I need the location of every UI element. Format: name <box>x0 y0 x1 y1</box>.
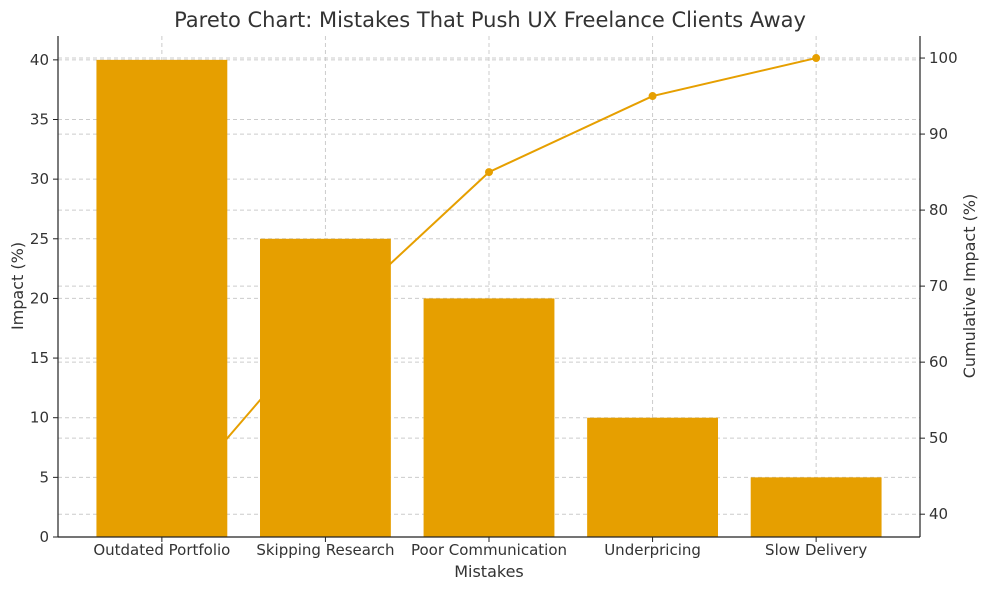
bar <box>750 477 882 537</box>
y-tick-label: 10 <box>30 409 49 427</box>
x-tick-label: Poor Communication <box>411 541 567 559</box>
y-tick-label: 30 <box>30 170 49 188</box>
y2-tick-label: 70 <box>929 277 948 295</box>
bar <box>96 59 228 537</box>
y2-tick-label: 40 <box>929 505 948 523</box>
y2-tick-label: 60 <box>929 353 948 371</box>
cumulative-point <box>485 168 493 177</box>
y2-axis-label: Cumulative Impact (%) <box>960 194 979 379</box>
y-tick-label: 35 <box>30 111 49 129</box>
x-tick-label: Slow Delivery <box>765 541 867 559</box>
x-axis-label: Mistakes <box>454 562 524 581</box>
y-axis-label: Impact (%) <box>8 242 27 330</box>
bar <box>260 238 391 538</box>
y2-tick-label: 50 <box>929 429 948 447</box>
cumulative-point <box>812 54 821 63</box>
axes: 0 5 10 15 20 25 30 35 40 40 50 60 70 80 90 100 Outdated … <box>30 36 958 559</box>
y-tick-label: 5 <box>39 468 49 486</box>
y2-tick-label: 100 <box>929 49 958 67</box>
bar <box>423 298 555 537</box>
y-tick-label: 25 <box>30 230 49 248</box>
y2-tick-label: 90 <box>929 125 948 143</box>
x-tick-label: Underpricing <box>604 541 701 559</box>
y2-tick-label: 80 <box>929 201 948 219</box>
y-tick-label: 40 <box>30 51 49 69</box>
bar-series <box>96 59 882 538</box>
bar <box>587 417 718 537</box>
y-tick-label: 15 <box>30 349 49 367</box>
cumulative-point <box>648 92 657 101</box>
y-tick-label: 0 <box>39 528 49 546</box>
x-tick-label: Skipping Research <box>256 541 394 559</box>
x-tick-label: Outdated Portfolio <box>93 541 230 559</box>
y-tick-label: 20 <box>30 289 49 307</box>
chart-title: Pareto Chart: Mistakes That Push UX Free… <box>174 8 806 32</box>
